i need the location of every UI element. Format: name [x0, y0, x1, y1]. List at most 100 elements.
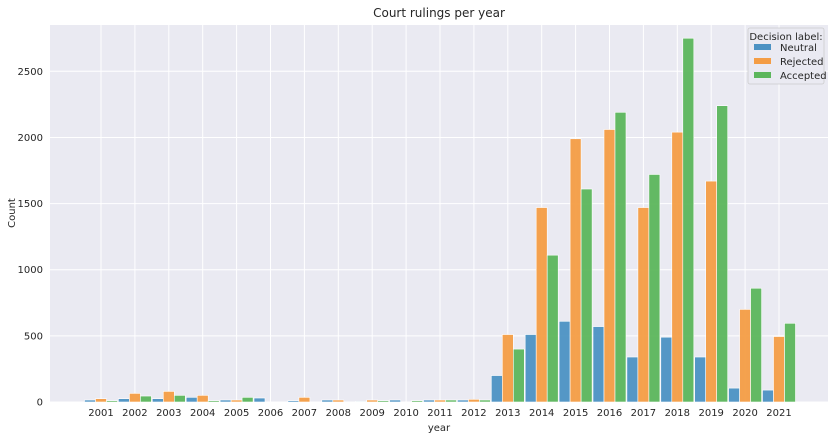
x-tick-2011: 2011 — [427, 408, 452, 419]
bar-accepted-2004 — [207, 400, 220, 403]
bar-rejected-2009 — [366, 399, 379, 403]
y-tick-labels: 0 500 1000 1500 2000 2500 — [18, 67, 43, 409]
chart-title: Court rulings per year — [373, 6, 505, 20]
bar-neutral-2003 — [152, 398, 164, 403]
bar-rejected-2002 — [129, 393, 141, 403]
bar-neutral-2015 — [558, 321, 571, 403]
bar-neutral-2010 — [389, 399, 401, 403]
bar-accepted-2014 — [546, 254, 559, 403]
x-tick-2004: 2004 — [190, 408, 215, 419]
bar-neutral-2002 — [118, 398, 130, 403]
legend-swatch-rejected — [754, 58, 771, 64]
y-tick-500: 500 — [24, 331, 43, 342]
y-tick-2000: 2000 — [18, 133, 43, 144]
x-tick-2017: 2017 — [631, 408, 656, 419]
bar-rejected-2019 — [705, 180, 718, 403]
y-tick-0: 0 — [37, 398, 43, 409]
bar-rejected-2021 — [773, 336, 785, 403]
x-tick-2016: 2016 — [597, 408, 622, 419]
legend-label-accepted: Accepted — [780, 71, 827, 82]
bar-accepted-2018 — [682, 37, 695, 403]
bar-rejected-2011 — [434, 399, 446, 403]
bar-accepted-2002 — [140, 395, 152, 403]
bar-neutral-2004 — [185, 397, 198, 403]
x-tick-2015: 2015 — [563, 408, 588, 419]
bar-accepted-2009 — [377, 400, 390, 403]
bar-accepted-2015 — [580, 188, 593, 403]
x-tick-2002: 2002 — [122, 408, 147, 419]
bar-accepted-2019 — [716, 105, 729, 403]
x-axis-label: year — [428, 423, 451, 434]
bar-accepted-2001 — [106, 400, 118, 403]
x-tick-2007: 2007 — [292, 408, 317, 419]
x-tick-labels: 2001 2002 2003 2004 2005 2006 2007 2008 2009 2010… — [88, 408, 791, 419]
legend-label-neutral: Neutral — [780, 43, 817, 54]
bar-neutral-2018 — [660, 336, 673, 403]
bar-neutral-2014 — [524, 334, 537, 403]
bar-neutral-2001 — [84, 399, 96, 403]
bar-rejected-2008 — [332, 399, 345, 403]
y-axis-label: Count — [7, 198, 18, 228]
x-tick-2008: 2008 — [326, 408, 351, 419]
x-tick-2001: 2001 — [88, 408, 113, 419]
legend-box — [747, 27, 825, 85]
bar-neutral-2005 — [219, 399, 232, 403]
plot-background — [50, 25, 828, 402]
bar-neutral-2021 — [762, 389, 774, 403]
bar-accepted-2010 — [411, 400, 423, 403]
x-tick-2020: 2020 — [732, 408, 757, 419]
bar-accepted-2016 — [614, 112, 627, 403]
bar-neutral-2011 — [423, 399, 435, 403]
legend-label-rejected: Rejected — [780, 57, 824, 68]
x-tick-2003: 2003 — [156, 408, 181, 419]
bar-rejected-2014 — [535, 207, 548, 403]
y-tick-2500: 2500 — [18, 67, 43, 78]
x-tick-2018: 2018 — [665, 408, 690, 419]
y-tick-1000: 1000 — [18, 265, 43, 276]
bars — [84, 37, 796, 403]
bar-rejected-2016 — [603, 129, 616, 403]
bar-neutral-2020 — [728, 387, 740, 403]
bar-neutral-2009 — [355, 401, 368, 403]
x-tick-2013: 2013 — [495, 408, 520, 419]
bar-accepted-2005 — [241, 397, 254, 403]
bar-rejected-2001 — [95, 398, 107, 403]
bar-rejected-2015 — [569, 138, 582, 403]
bar-rejected-2017 — [637, 207, 650, 403]
bar-rejected-2003 — [163, 391, 175, 403]
bar-rejected-2012 — [468, 399, 480, 403]
bar-rejected-2005 — [230, 399, 243, 403]
bar-rejected-2020 — [739, 309, 751, 403]
legend-swatch-neutral — [754, 44, 771, 50]
bar-neutral-2006 — [253, 397, 266, 403]
bar-accepted-2003 — [174, 395, 186, 403]
x-tick-2021: 2021 — [766, 408, 791, 419]
bar-neutral-2012 — [457, 399, 469, 403]
bar-neutral-2017 — [626, 356, 639, 403]
bar-accepted-2021 — [784, 322, 796, 403]
x-tick-2014: 2014 — [529, 408, 554, 419]
x-tick-2010: 2010 — [393, 408, 418, 419]
legend-swatch-accepted — [754, 72, 771, 78]
bar-neutral-2013 — [490, 375, 503, 403]
bar-rejected-2004 — [196, 395, 209, 403]
bar-rejected-2018 — [671, 131, 684, 403]
bar-neutral-2007 — [287, 400, 300, 403]
x-tick-2006: 2006 — [258, 408, 283, 419]
legend: Decision label: Neutral Rejected Accepte… — [747, 27, 827, 85]
x-tick-2005: 2005 — [224, 408, 249, 419]
bar-neutral-2019 — [694, 356, 707, 403]
x-tick-2012: 2012 — [461, 408, 486, 419]
bar-accepted-2012 — [479, 399, 491, 403]
bar-rejected-2013 — [501, 334, 514, 403]
bar-accepted-2013 — [512, 348, 525, 403]
bar-accepted-2020 — [750, 287, 762, 403]
bar-accepted-2011 — [445, 399, 457, 403]
x-tick-2019: 2019 — [698, 408, 723, 419]
bar-accepted-2017 — [648, 174, 661, 403]
y-tick-1500: 1500 — [18, 199, 43, 210]
bar-neutral-2016 — [592, 326, 605, 403]
legend-title: Decision label: — [749, 32, 822, 43]
bar-neutral-2008 — [321, 399, 334, 403]
